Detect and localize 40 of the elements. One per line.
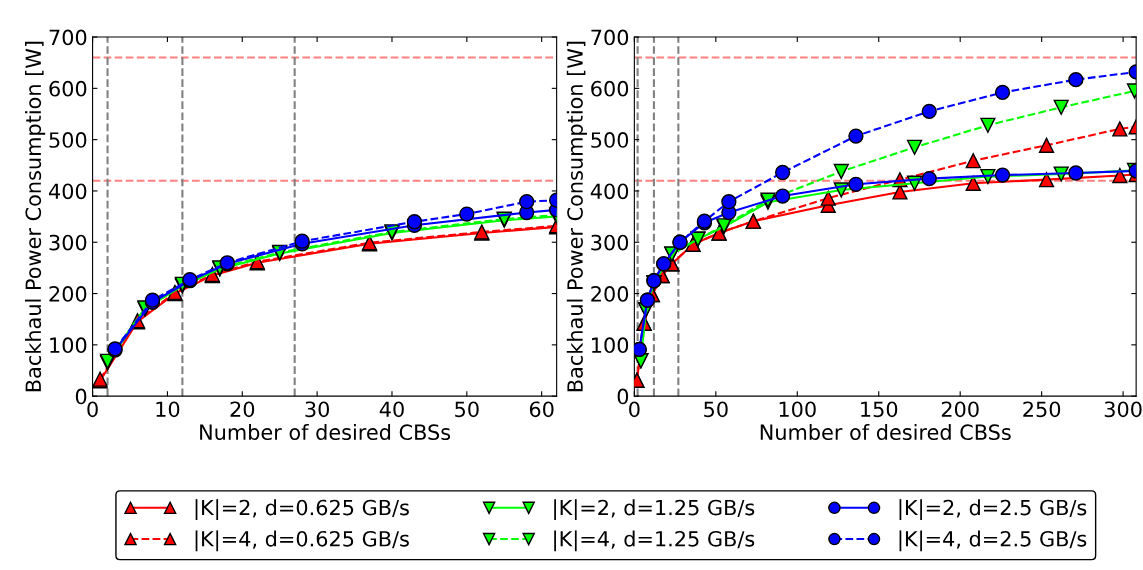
y-axis-title: Backhaul Power Consumption [W] [25, 41, 46, 392]
x-axis-title: Number of desired CBSs [760, 423, 1011, 441]
legend-label: |K|=4, d=1.25 GB/s [554, 530, 755, 552]
x-tick-label: 100 [779, 401, 816, 418]
x-tick-label: 50 [455, 401, 479, 418]
y-tick-label: 0 [75, 388, 87, 405]
y-tick-label: 200 [591, 286, 629, 302]
y-tick-label: 700 [49, 29, 87, 46]
y-tick-label: 300 [591, 234, 629, 251]
x-tick-label: 10 [156, 401, 180, 418]
x-tick-label: 150 [861, 401, 898, 418]
x-axis-title: Number of desired CBSs [200, 423, 451, 441]
y-tick-label: 300 [49, 234, 87, 251]
x-tick-label: 0 [629, 401, 640, 418]
x-tick-label: 40 [379, 401, 404, 418]
x-tick-label: 60 [529, 401, 554, 418]
y-tick-label: 500 [49, 132, 87, 148]
y-tick-label: 500 [591, 132, 629, 148]
x-tick-label: 200 [941, 401, 979, 418]
legend-label: |K|=2, d=0.625 GB/s [195, 499, 409, 520]
x-tick-label: 0 [87, 401, 98, 418]
y-tick-label: 100 [50, 337, 87, 354]
y-tick-label: 700 [591, 29, 629, 46]
y-tick-label: 400 [48, 183, 87, 200]
x-tick-label: 250 [1023, 401, 1061, 418]
y-tick-label: 600 [49, 80, 87, 97]
y-tick-label: 0 [617, 388, 629, 405]
y-tick-label: 100 [592, 337, 629, 354]
y-tick-label: 200 [49, 286, 87, 302]
legend-label: |K|=2, d=2.5 GB/s [899, 499, 1087, 520]
y-tick-label: 600 [591, 80, 629, 97]
legend-label: |K|=2, d=1.25 GB/s [554, 499, 755, 520]
x-tick-label: 300 [1104, 401, 1142, 418]
legend-label: |K|=4, d=2.5 GB/s [899, 530, 1087, 552]
legend-label: |K|=4, d=0.625 GB/s [195, 530, 409, 552]
y-tick-label: 400 [590, 183, 629, 200]
x-tick-label: 20 [230, 401, 255, 418]
x-tick-label: 50 [704, 401, 728, 418]
x-tick-label: 30 [305, 401, 329, 418]
y-axis-title: Backhaul Power Consumption [W] [566, 41, 587, 392]
